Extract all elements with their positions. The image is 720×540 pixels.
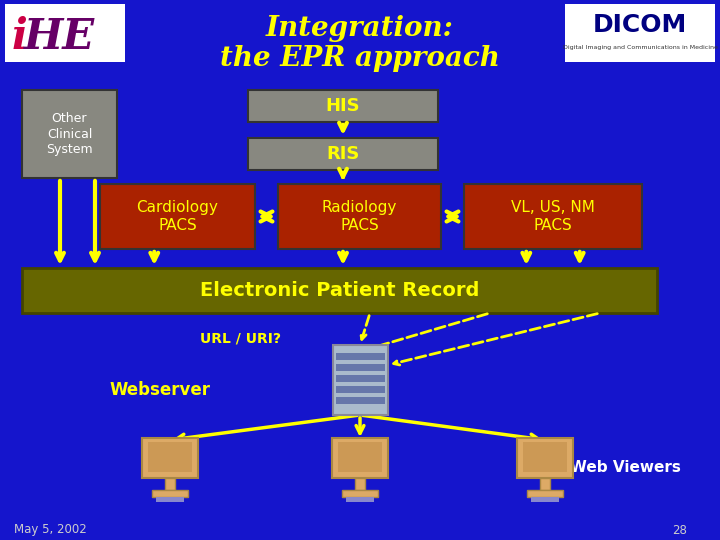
Text: RIS: RIS bbox=[326, 145, 360, 163]
FancyBboxPatch shape bbox=[338, 442, 382, 472]
FancyBboxPatch shape bbox=[464, 184, 642, 249]
Text: Integration:: Integration: bbox=[266, 15, 454, 42]
Text: URL / URI?: URL / URI? bbox=[199, 331, 281, 345]
FancyBboxPatch shape bbox=[336, 375, 385, 382]
FancyBboxPatch shape bbox=[336, 397, 385, 404]
FancyBboxPatch shape bbox=[346, 497, 374, 502]
FancyBboxPatch shape bbox=[22, 90, 117, 178]
FancyBboxPatch shape bbox=[142, 438, 198, 478]
FancyBboxPatch shape bbox=[336, 364, 385, 371]
FancyBboxPatch shape bbox=[540, 478, 550, 490]
FancyBboxPatch shape bbox=[517, 438, 573, 478]
FancyBboxPatch shape bbox=[156, 497, 184, 502]
Text: the EPR approach: the EPR approach bbox=[220, 44, 500, 71]
Text: Electronic Patient Record: Electronic Patient Record bbox=[200, 281, 480, 300]
Text: DICOM: DICOM bbox=[593, 13, 687, 37]
FancyBboxPatch shape bbox=[248, 90, 438, 122]
FancyBboxPatch shape bbox=[332, 438, 388, 478]
FancyBboxPatch shape bbox=[100, 184, 255, 249]
FancyBboxPatch shape bbox=[336, 386, 385, 393]
FancyBboxPatch shape bbox=[342, 490, 378, 497]
Text: HIS: HIS bbox=[325, 97, 360, 115]
Text: HE: HE bbox=[24, 16, 96, 58]
Text: VL, US, NM
PACS: VL, US, NM PACS bbox=[511, 200, 595, 233]
FancyBboxPatch shape bbox=[148, 442, 192, 472]
Text: May 5, 2002: May 5, 2002 bbox=[14, 523, 86, 537]
Text: Radiology
PACS: Radiology PACS bbox=[322, 200, 397, 233]
FancyBboxPatch shape bbox=[22, 268, 657, 313]
Text: Digital Imaging and Communications in Medicine: Digital Imaging and Communications in Me… bbox=[562, 45, 717, 51]
Text: 28: 28 bbox=[672, 523, 688, 537]
FancyBboxPatch shape bbox=[355, 478, 365, 490]
FancyBboxPatch shape bbox=[152, 490, 188, 497]
FancyBboxPatch shape bbox=[531, 497, 559, 502]
FancyBboxPatch shape bbox=[523, 442, 567, 472]
FancyBboxPatch shape bbox=[336, 353, 385, 360]
FancyBboxPatch shape bbox=[565, 4, 715, 62]
FancyBboxPatch shape bbox=[278, 184, 441, 249]
Text: Web Viewers: Web Viewers bbox=[570, 461, 680, 476]
FancyBboxPatch shape bbox=[165, 478, 175, 490]
Text: Other
Clinical
System: Other Clinical System bbox=[46, 112, 93, 156]
FancyBboxPatch shape bbox=[5, 4, 125, 62]
FancyBboxPatch shape bbox=[248, 138, 438, 170]
Text: Cardiology
PACS: Cardiology PACS bbox=[137, 200, 218, 233]
FancyBboxPatch shape bbox=[333, 345, 388, 415]
Text: i: i bbox=[12, 16, 28, 58]
FancyBboxPatch shape bbox=[527, 490, 563, 497]
Text: Webserver: Webserver bbox=[109, 381, 210, 399]
